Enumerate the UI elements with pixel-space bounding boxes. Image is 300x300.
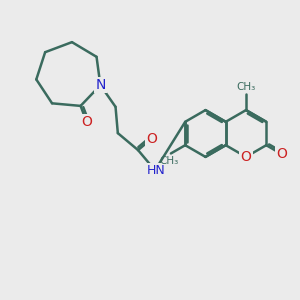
Text: O: O xyxy=(81,115,92,129)
Text: O: O xyxy=(276,147,287,161)
Text: CH₃: CH₃ xyxy=(236,82,256,92)
Text: HN: HN xyxy=(147,164,166,177)
Text: O: O xyxy=(146,131,157,146)
Text: N: N xyxy=(95,78,106,92)
Text: O: O xyxy=(241,150,251,164)
Text: CH₃: CH₃ xyxy=(160,155,179,166)
